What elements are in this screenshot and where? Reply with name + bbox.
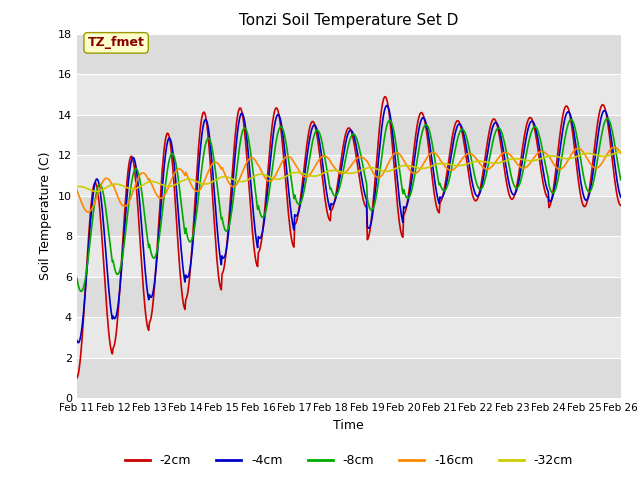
Bar xyxy=(77,317,621,358)
Title: Tonzi Soil Temperature Set D: Tonzi Soil Temperature Set D xyxy=(239,13,458,28)
Bar xyxy=(77,115,621,155)
Legend: -2cm, -4cm, -8cm, -16cm, -32cm: -2cm, -4cm, -8cm, -16cm, -32cm xyxy=(120,449,578,472)
X-axis label: Time: Time xyxy=(333,419,364,432)
Bar xyxy=(77,358,621,398)
Bar xyxy=(77,277,621,317)
Bar xyxy=(77,74,621,115)
Text: TZ_fmet: TZ_fmet xyxy=(88,36,145,49)
Bar xyxy=(77,196,621,236)
Bar xyxy=(77,236,621,277)
Y-axis label: Soil Temperature (C): Soil Temperature (C) xyxy=(39,152,52,280)
Bar xyxy=(77,155,621,196)
Bar xyxy=(77,34,621,74)
